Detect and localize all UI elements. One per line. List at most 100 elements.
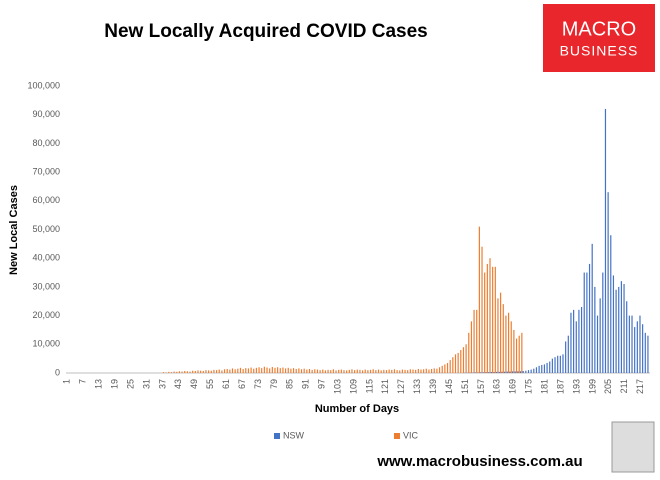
bar: [332, 369, 334, 373]
bar: [215, 370, 218, 373]
bar: [557, 355, 559, 373]
bar: [604, 108, 607, 374]
chart-title: New Locally Acquired COVID Cases: [104, 21, 427, 42]
x-tick-label: 91: [301, 379, 311, 389]
bar: [507, 312, 510, 373]
bar: [449, 360, 451, 373]
x-tick-label: 13: [94, 379, 104, 389]
bar: [505, 315, 507, 373]
bar: [393, 369, 396, 373]
bar: [573, 309, 575, 373]
bar: [513, 329, 515, 373]
bar: [231, 368, 234, 373]
bar: [208, 370, 210, 373]
legend-swatch: [274, 433, 280, 439]
bar: [407, 370, 409, 373]
y-tick-label: 60,000: [32, 195, 60, 205]
x-tick-label: 163: [492, 379, 502, 394]
bar: [486, 263, 488, 373]
bar: [481, 246, 483, 373]
bar: [591, 243, 593, 373]
bar: [620, 281, 622, 373]
bar: [369, 369, 372, 373]
bar: [168, 371, 170, 373]
bar: [549, 361, 551, 373]
bar: [186, 371, 188, 373]
x-tick-label: 127: [396, 379, 406, 394]
bar: [417, 368, 419, 373]
x-tick-label: 61: [221, 379, 231, 389]
bar: [636, 321, 638, 373]
bar: [383, 369, 385, 373]
bar: [377, 369, 380, 373]
bar: [490, 371, 492, 373]
bar: [311, 369, 313, 373]
bar: [303, 368, 305, 373]
bar: [485, 372, 487, 373]
bar: [562, 354, 564, 373]
bar: [269, 368, 271, 373]
x-tick-label: 31: [141, 379, 151, 389]
bar: [239, 367, 242, 373]
bar: [226, 368, 228, 373]
bar: [628, 315, 630, 373]
bar: [488, 372, 490, 373]
bar: [415, 369, 417, 373]
bar: [626, 301, 628, 373]
bar: [441, 365, 443, 373]
y-tick-label: 70,000: [32, 166, 60, 176]
bar: [596, 315, 599, 373]
bar: [237, 368, 239, 373]
bar: [454, 354, 457, 373]
legend-label: VIC: [403, 430, 419, 440]
bar: [361, 370, 364, 373]
bar: [484, 272, 486, 373]
y-tick-label: 10,000: [32, 339, 60, 349]
bar: [399, 370, 401, 373]
bar: [602, 272, 604, 373]
bar: [631, 315, 633, 373]
bar: [497, 298, 499, 373]
bar: [364, 369, 366, 373]
bar: [255, 367, 257, 373]
bar: [266, 367, 268, 373]
bar: [498, 371, 500, 373]
bar: [356, 369, 358, 373]
bar: [221, 370, 223, 373]
x-tick-label: 109: [348, 379, 358, 394]
x-tick-label: 19: [109, 379, 119, 389]
bar: [431, 368, 433, 373]
bar: [468, 332, 470, 373]
x-axis-label: Number of Days: [315, 403, 399, 415]
bar: [367, 370, 369, 373]
bar: [530, 369, 532, 373]
bar: [372, 369, 374, 373]
bar: [623, 284, 625, 373]
legend-label: NSW: [283, 430, 305, 440]
bar: [210, 370, 212, 373]
bar: [436, 368, 438, 373]
bar: [525, 370, 527, 373]
x-tick-label: 121: [380, 379, 390, 394]
bar: [324, 370, 327, 373]
bar: [446, 362, 449, 373]
bar: [546, 362, 548, 373]
bar: [181, 371, 183, 373]
bar: [261, 368, 263, 373]
bar: [501, 371, 503, 373]
x-tick-label: 133: [412, 379, 422, 394]
bar: [634, 327, 636, 373]
bar: [234, 369, 236, 373]
y-tick-label: 20,000: [32, 310, 60, 320]
bar: [504, 371, 506, 373]
bar: [218, 369, 220, 373]
bar: [615, 289, 617, 373]
x-tick-label: 187: [555, 379, 565, 394]
legend-swatch: [394, 433, 400, 439]
bar: [173, 371, 175, 373]
x-tick-label: 97: [317, 379, 327, 389]
bar: [594, 286, 596, 373]
bar: [346, 370, 348, 373]
bar: [300, 369, 303, 373]
logo-text: MACRO: [562, 18, 636, 40]
